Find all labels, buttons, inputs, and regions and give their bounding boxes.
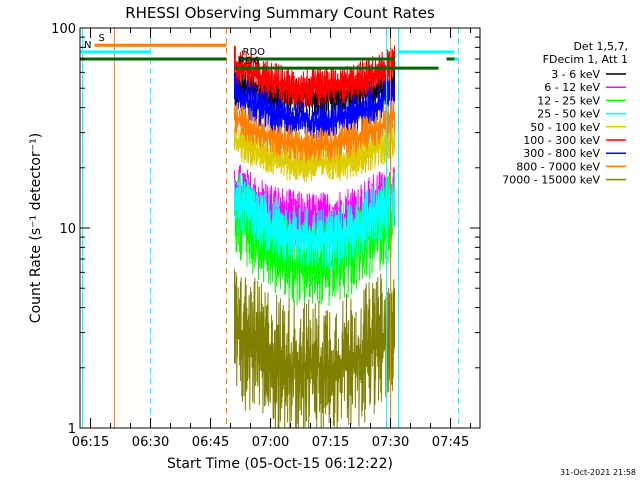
x-tick-label: 07:45 xyxy=(432,435,469,450)
x-tick-label: 07:30 xyxy=(372,435,409,450)
y-tick-label: 10 xyxy=(59,222,76,237)
chart-title: RHESSI Observing Summary Count Rates xyxy=(125,4,435,22)
y-axis: 1 10 100 xyxy=(51,22,480,437)
legend-entry-label: 300 - 800 keV xyxy=(523,147,600,160)
series-50-100-kev xyxy=(234,122,395,183)
annotation-label: RD6 xyxy=(239,56,260,67)
x-tick-label: 06:30 xyxy=(132,435,169,450)
legend-header-line-2: FDecim 1, Att 1 xyxy=(543,53,628,66)
annotation-label: S xyxy=(99,33,105,44)
series-800-7000-kev xyxy=(234,99,395,163)
y-tick-label: 1 xyxy=(68,422,76,437)
legend-entry-label: 3 - 6 keV xyxy=(551,68,600,81)
series-25-50-kev xyxy=(234,171,395,270)
series-line xyxy=(234,171,395,270)
legend-header-line-1: Det 1,5,7, xyxy=(573,40,628,53)
legend-entry-label: 800 - 7000 keV xyxy=(516,160,600,173)
series-line xyxy=(234,99,395,163)
y-tick-label: 100 xyxy=(51,22,76,37)
series-line xyxy=(234,72,395,142)
series-7000-15000-kev xyxy=(234,269,395,429)
series-100-300-kev xyxy=(234,45,395,108)
series-line xyxy=(234,45,395,108)
legend-entry-label: 12 - 25 keV xyxy=(537,94,600,107)
legend-entry-label: 50 - 100 keV xyxy=(530,121,600,134)
annotation-label: N xyxy=(84,40,91,51)
x-axis: 06:15 06:30 06:45 07:00 07:15 07:30 07:45 xyxy=(72,28,472,450)
x-axis-label: Start Time (05-Oct-15 06:12:22) xyxy=(167,456,393,472)
x-tick-label: 06:15 xyxy=(72,435,109,450)
legend-entry-label: 7000 - 15000 keV xyxy=(502,174,600,187)
x-tick-label: 07:15 xyxy=(312,435,349,450)
legend-entry-label: 6 - 12 keV xyxy=(544,81,600,94)
footer-timestamp: 31-Oct-2021 21:58 xyxy=(560,468,636,477)
x-tick-label: 06:45 xyxy=(192,435,229,450)
series-line xyxy=(234,269,395,429)
legend-entry-label: 100 - 300 keV xyxy=(523,134,600,147)
legend-entry-label: 25 - 50 keV xyxy=(537,108,600,121)
y-axis-label: Count Rate (s⁻¹ detector⁻¹) xyxy=(28,133,44,323)
series-line xyxy=(234,122,395,183)
x-tick-label: 07:00 xyxy=(252,435,289,450)
annotation-label: RDO xyxy=(243,47,266,58)
series-300-800-kev xyxy=(234,72,395,142)
